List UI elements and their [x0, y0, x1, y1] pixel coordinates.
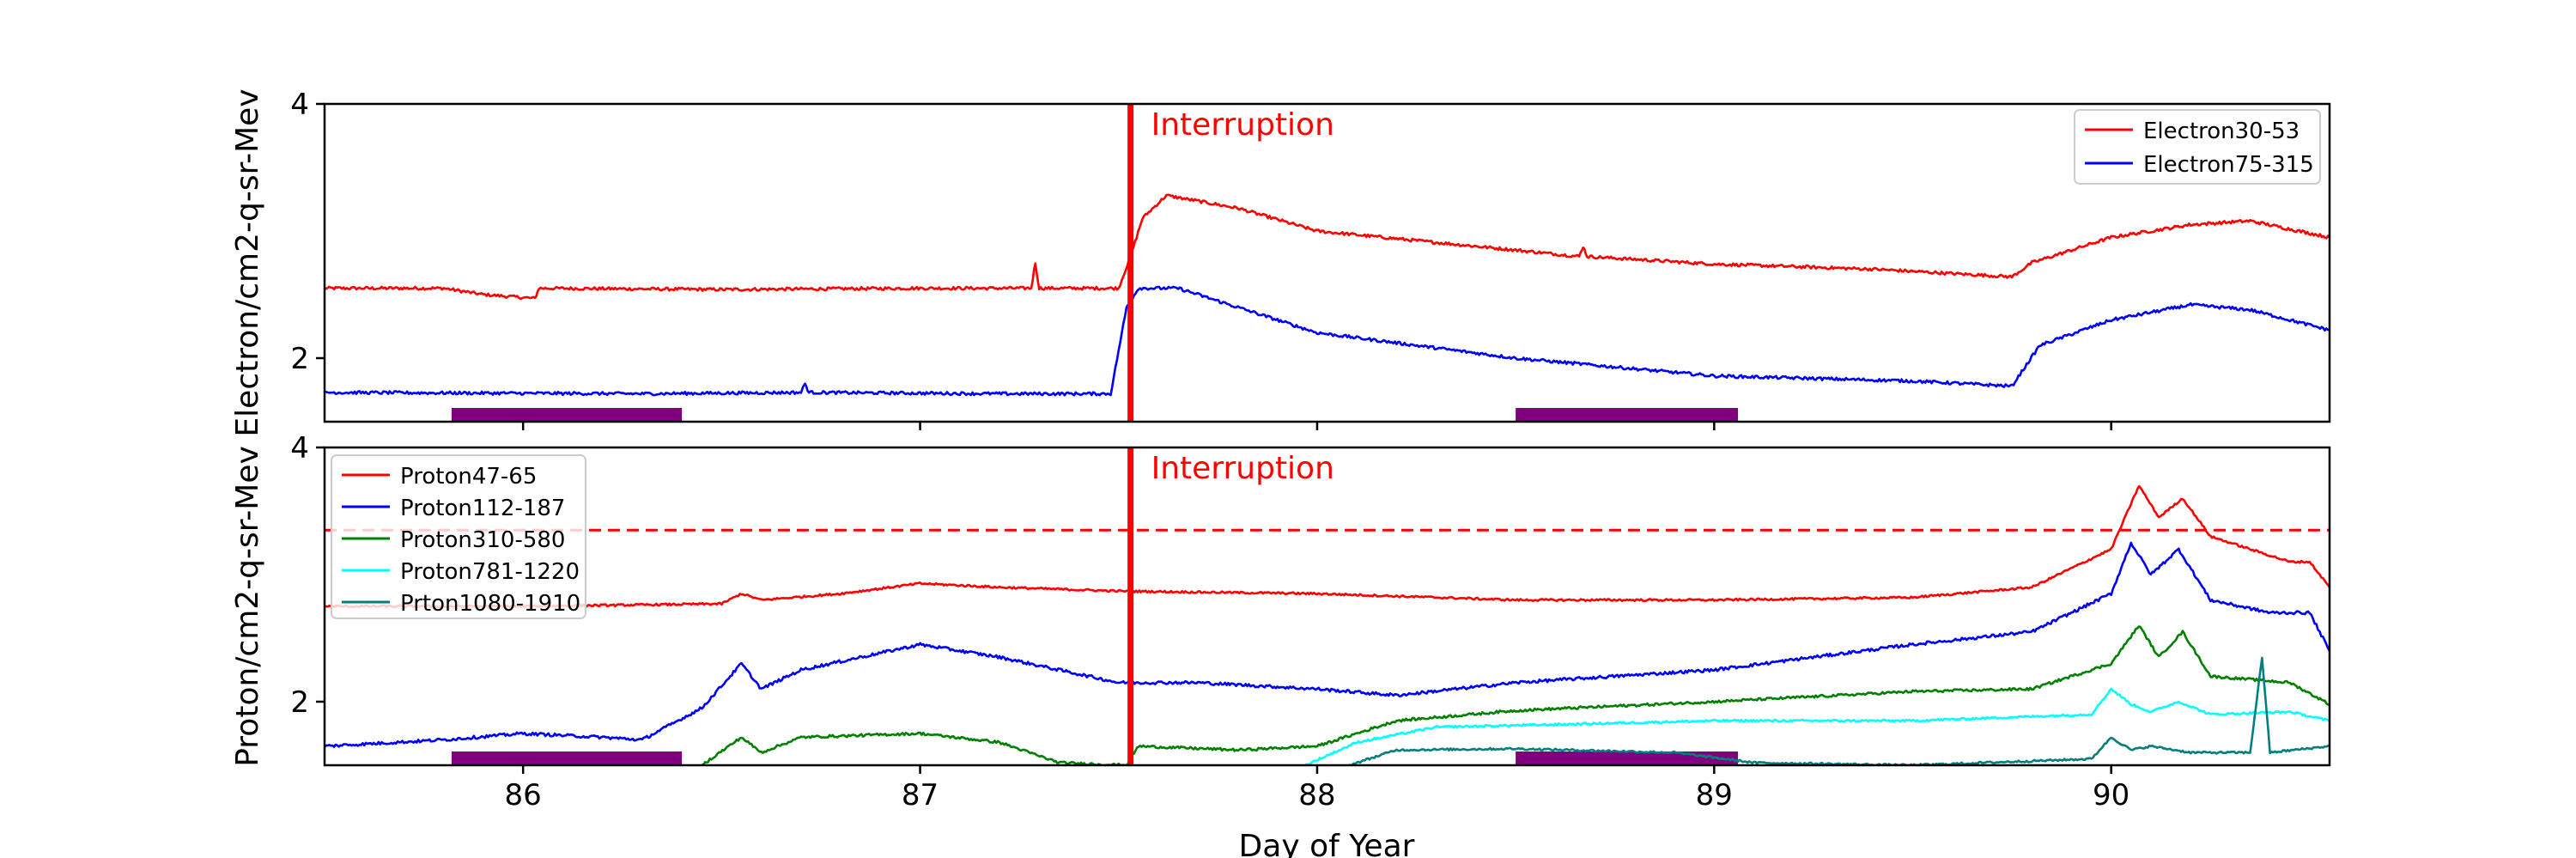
- legend-label-proton310-580: Proton310-580: [400, 527, 565, 553]
- electron-y-ticks: 24: [290, 88, 325, 376]
- legend-label-electron75-315: Electron75-315: [2143, 152, 2314, 178]
- electron-axes-frame: [323, 102, 2331, 423]
- proton-interval-bars: [451, 752, 1739, 765]
- series-line-proton781-1220: [1304, 687, 2330, 765]
- proton-x-ticks: 86 87 88 89 90: [505, 765, 2129, 812]
- series-line-proton47-65: [325, 484, 2330, 609]
- y-tick-label: 4: [290, 431, 309, 466]
- y-tick-label: 2: [290, 685, 309, 720]
- electron-legend: Electron30-53 Electron75-315: [2074, 109, 2321, 185]
- top-interval-bar-2: [1516, 408, 1739, 422]
- electron-y-axis-label: Electron/cm2-q-sr-Mev: [230, 88, 265, 436]
- x-tick-label: 87: [902, 778, 939, 812]
- x-tick-label: 90: [2093, 778, 2129, 812]
- proton-series-group: [325, 484, 2330, 765]
- y-tick-label: 2: [290, 342, 309, 376]
- x-axis-label: Day of Year: [1239, 829, 1415, 858]
- electron-interval-bars: [451, 408, 1739, 422]
- electron-legend-box: [2074, 109, 2321, 185]
- proton-legend: Proton47-65 Proton112-187 Proton310-580 …: [331, 454, 586, 619]
- legend-label-electron30-53: Electron30-53: [2143, 119, 2300, 144]
- proton-y-ticks: 24: [290, 431, 325, 720]
- x-tick-label: 88: [1298, 778, 1335, 812]
- electron-plot-area: [325, 104, 2330, 422]
- proton-axes-frame: [323, 446, 2331, 767]
- top-interval-bar-1: [451, 408, 683, 422]
- y-tick-label: 4: [290, 88, 309, 122]
- bot-interval-bar-1: [451, 752, 683, 765]
- series-line-prton1080-1910: [1348, 656, 2330, 765]
- proton-y-axis-label: Proton/cm2-q-sr-Mev: [230, 446, 265, 767]
- electron-x-ticks: [521, 422, 2112, 430]
- series-line-proton310-580: [701, 625, 2330, 765]
- electron-series-group: [325, 193, 2330, 397]
- series-line-electron30-53: [325, 193, 2330, 301]
- x-tick-label: 86: [505, 778, 542, 812]
- legend-label-proton112-187: Proton112-187: [400, 496, 565, 521]
- legend-label-prton1080-1910: Prton1080-1910: [400, 591, 580, 617]
- proton-legend-box: [331, 454, 586, 619]
- proton-panel: Interruption 24 86 87 88 89 90 Proton/cm2-q-…: [230, 431, 2331, 858]
- proton-interruption-label: Interruption: [1151, 451, 1334, 486]
- series-line-electron75-315: [325, 285, 2330, 397]
- legend-label-proton47-65: Proton47-65: [400, 464, 537, 490]
- legend-label-proton781-1220: Proton781-1220: [400, 559, 580, 585]
- electron-interruption-label: Interruption: [1151, 107, 1334, 143]
- electron-panel: Interruption 24 Electron/cm2-q-sr-Mev El…: [230, 88, 2331, 437]
- x-tick-label: 89: [1696, 778, 1733, 812]
- bot-interval-bar-2: [1516, 752, 1739, 765]
- series-line-proton112-187: [325, 541, 2330, 748]
